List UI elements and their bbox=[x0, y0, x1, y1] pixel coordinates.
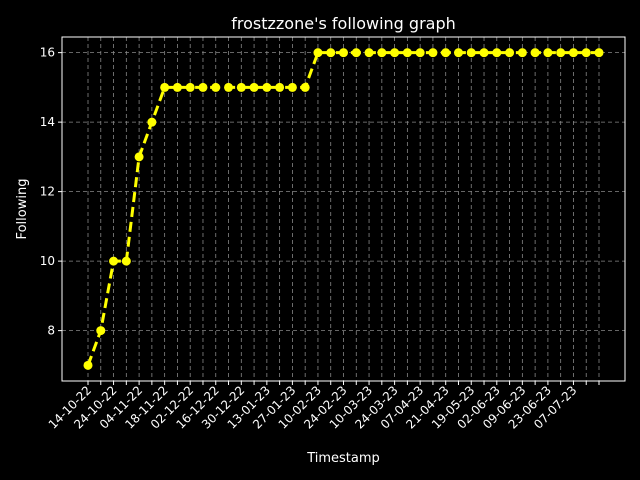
data-point bbox=[543, 48, 553, 58]
data-point bbox=[377, 48, 387, 58]
grid bbox=[62, 37, 625, 381]
data-point bbox=[198, 82, 208, 92]
y-axis-label: Following bbox=[15, 179, 30, 240]
data-point bbox=[568, 48, 578, 58]
y-tick-label: 8 bbox=[47, 324, 55, 338]
data-point bbox=[262, 82, 272, 92]
data-point bbox=[492, 48, 502, 58]
data-point bbox=[441, 48, 451, 58]
data-point bbox=[96, 326, 106, 336]
data-point bbox=[83, 360, 93, 370]
data-point bbox=[211, 82, 221, 92]
x-axis-ticks: 14-10-2224-10-2204-11-2218-11-2202-12-22… bbox=[46, 381, 600, 432]
data-point bbox=[147, 117, 157, 127]
y-tick-label: 12 bbox=[40, 185, 55, 199]
data-point bbox=[466, 48, 476, 58]
data-point bbox=[479, 48, 489, 58]
data-point bbox=[121, 256, 131, 266]
y-axis-ticks: 8 10 12 14 16 bbox=[40, 46, 62, 338]
data-point bbox=[351, 48, 361, 58]
data-point bbox=[287, 82, 297, 92]
chart-title: frostzzone's following graph bbox=[231, 14, 456, 33]
data-point bbox=[517, 48, 527, 58]
data-point bbox=[160, 82, 170, 92]
y-tick-label: 10 bbox=[40, 254, 55, 268]
data-point bbox=[185, 82, 195, 92]
y-tick-label: 16 bbox=[40, 46, 55, 60]
data-point bbox=[505, 48, 515, 58]
data-point bbox=[134, 152, 144, 162]
data-point bbox=[172, 82, 182, 92]
data-point bbox=[428, 48, 438, 58]
data-point bbox=[275, 82, 285, 92]
data-point bbox=[236, 82, 246, 92]
data-point bbox=[556, 48, 566, 58]
x-axis-label: Timestamp bbox=[306, 451, 380, 466]
data-point bbox=[581, 48, 591, 58]
data-point bbox=[530, 48, 540, 58]
data-point bbox=[224, 82, 234, 92]
data-point bbox=[594, 48, 604, 58]
data-point bbox=[326, 48, 336, 58]
data-point bbox=[300, 82, 310, 92]
series-layer bbox=[83, 48, 604, 370]
data-point bbox=[402, 48, 412, 58]
y-tick-label: 14 bbox=[40, 115, 55, 129]
data-point bbox=[364, 48, 374, 58]
data-point bbox=[249, 82, 259, 92]
data-point bbox=[390, 48, 400, 58]
data-point bbox=[339, 48, 348, 58]
data-point bbox=[313, 48, 323, 58]
data-point bbox=[453, 48, 463, 58]
data-point bbox=[109, 256, 119, 266]
data-point bbox=[415, 48, 425, 58]
